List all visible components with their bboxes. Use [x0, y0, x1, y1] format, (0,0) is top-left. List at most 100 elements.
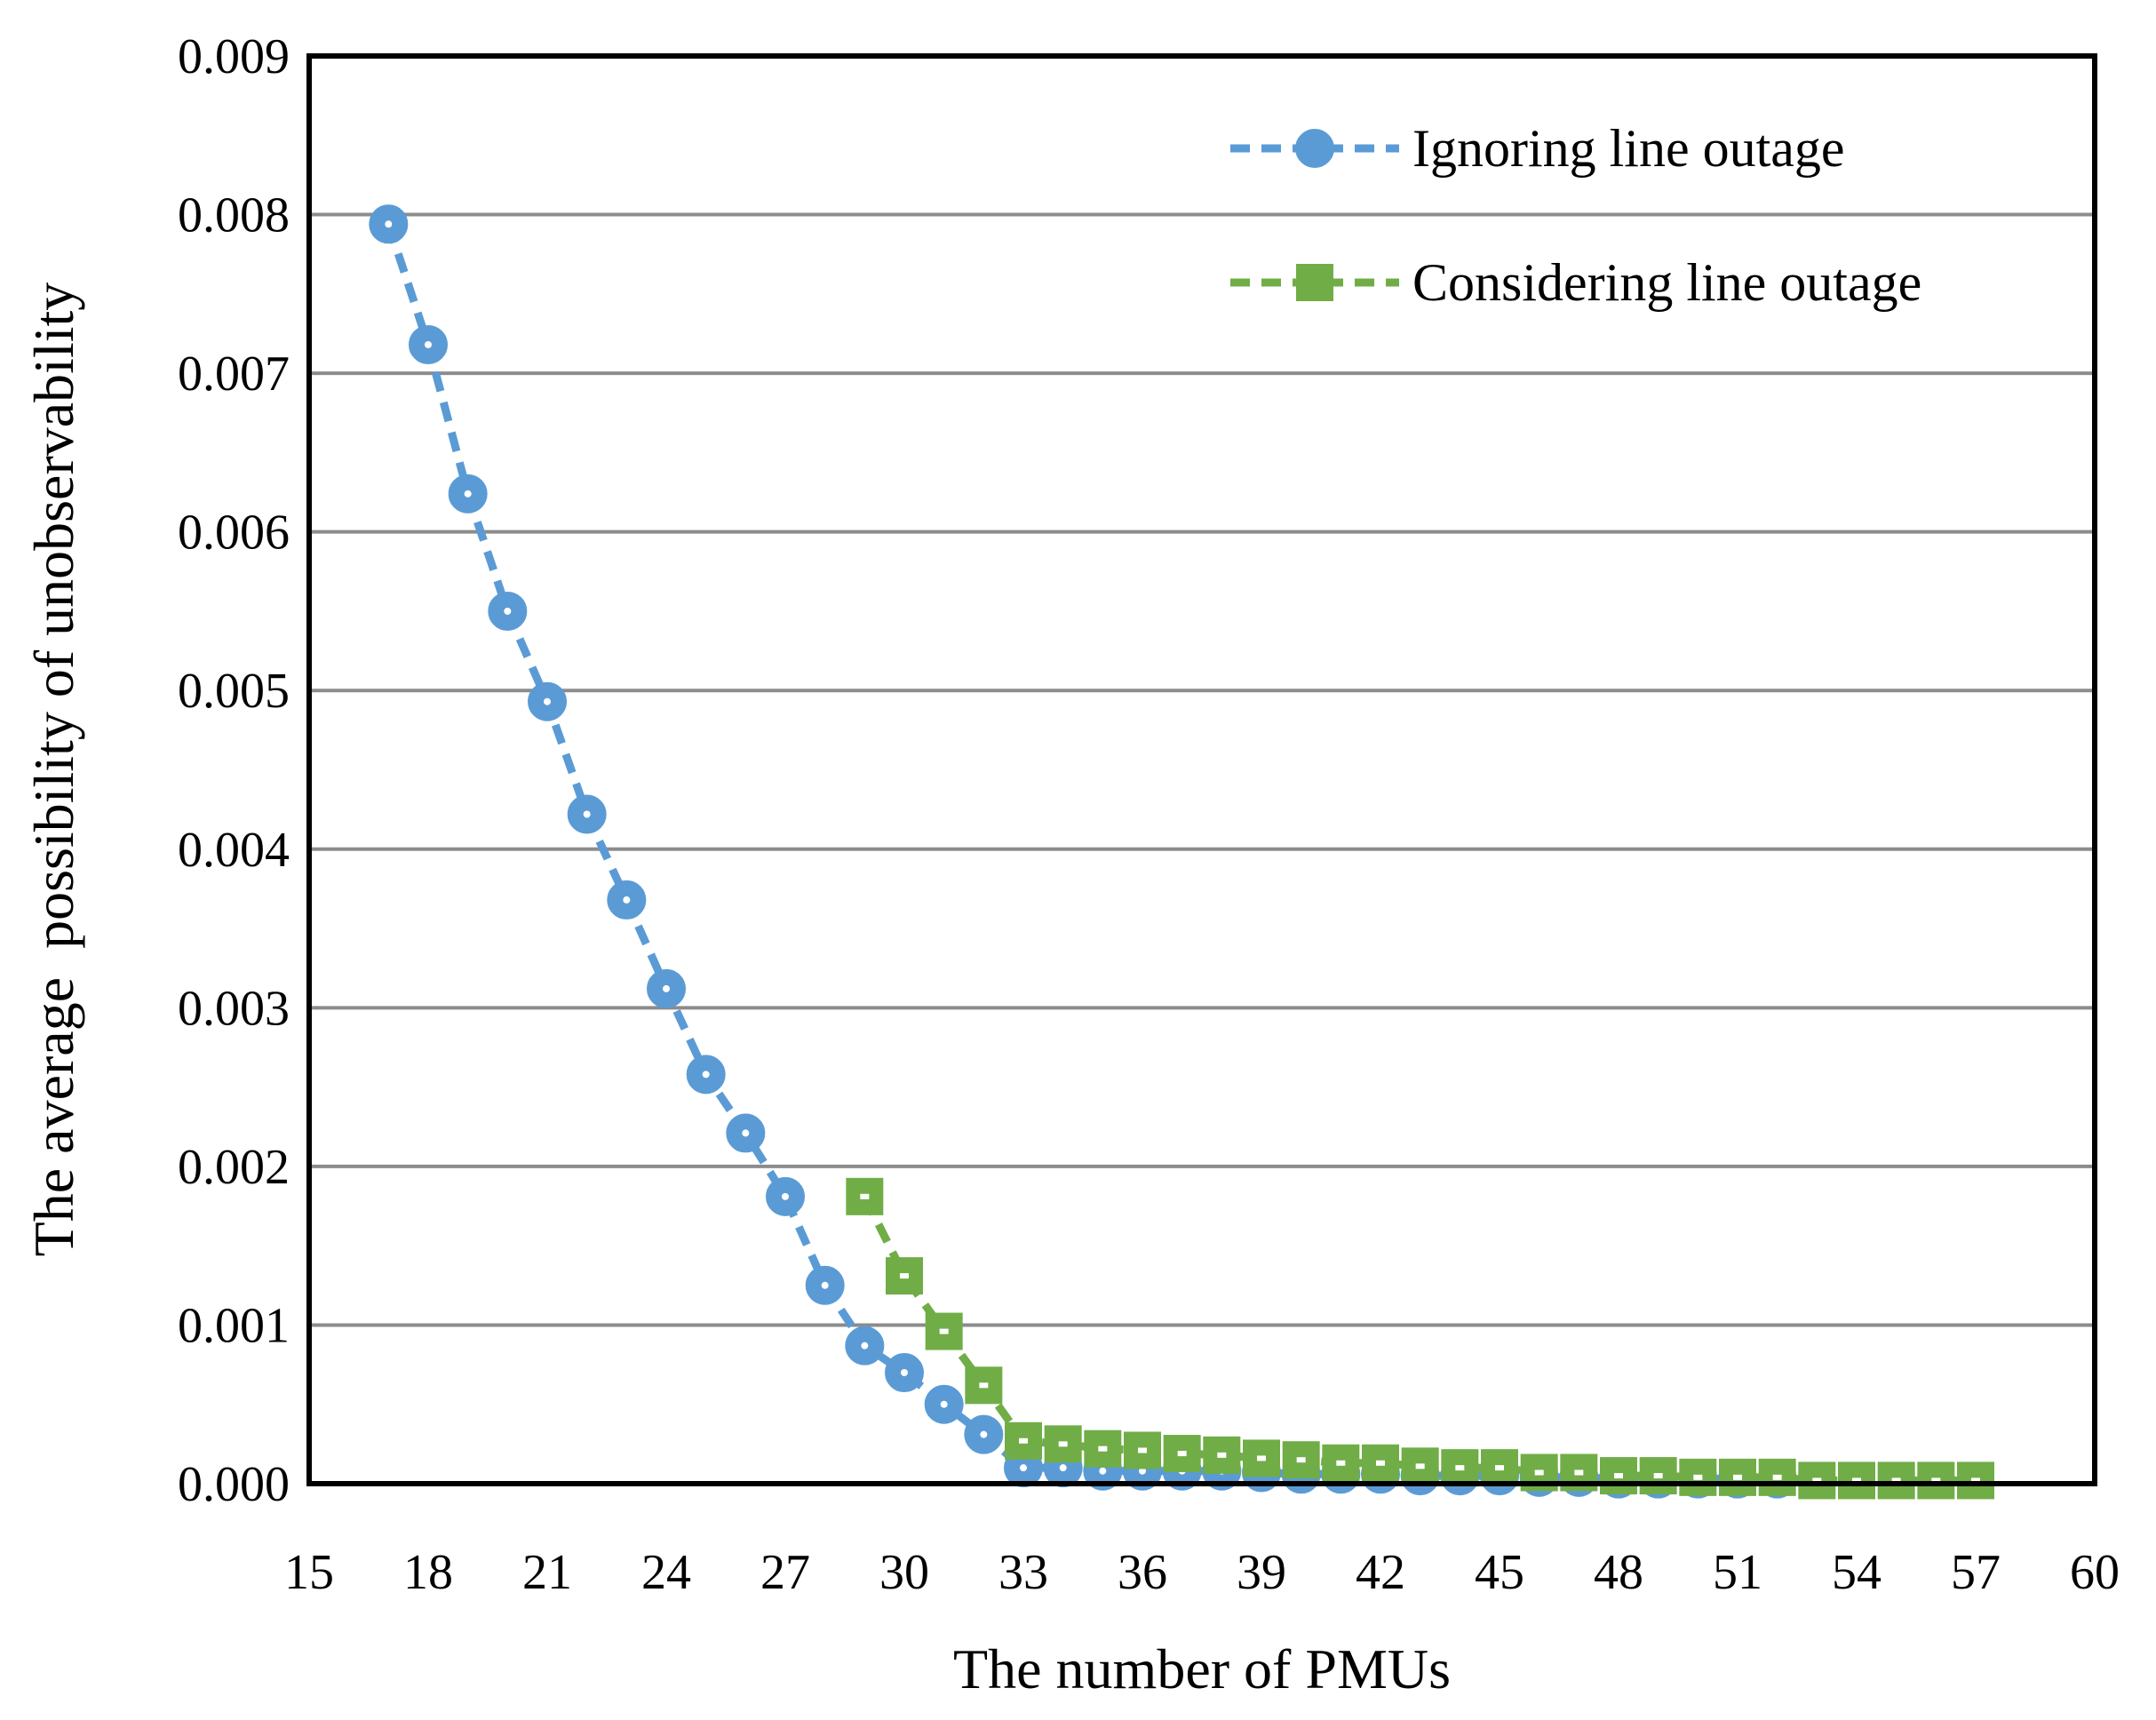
series-considering: [846, 1177, 1994, 1500]
data-point-highlight: [385, 220, 393, 228]
x-tick-label: 57: [1951, 1545, 2001, 1600]
data-point-highlight: [1376, 1460, 1385, 1466]
data-point-highlight: [980, 1430, 988, 1438]
data-point-highlight: [1217, 1452, 1227, 1458]
data-point-highlight: [1138, 1447, 1147, 1453]
data-point-highlight: [1139, 1467, 1146, 1475]
data-point-highlight: [901, 1369, 908, 1377]
legend-entry-considering: Considering line outage: [1230, 253, 1921, 312]
series-line: [385, 222, 1778, 1484]
data-point: [1362, 1444, 1399, 1482]
data-point: [1282, 1441, 1320, 1479]
x-tick-label: 21: [522, 1545, 572, 1600]
x-tick-label: 15: [284, 1545, 334, 1600]
y-tick-label: 0.001: [178, 1298, 290, 1353]
data-point: [925, 1312, 963, 1350]
data-point-highlight: [1257, 1455, 1266, 1461]
data-point-highlight: [940, 1400, 948, 1408]
data-point-highlight: [464, 490, 472, 498]
x-tick-label: 48: [1594, 1545, 1643, 1600]
data-point-highlight: [1812, 1477, 1822, 1484]
data-point: [1401, 1447, 1439, 1485]
data-point-highlight: [1019, 1437, 1028, 1444]
data-point-highlight: [860, 1193, 870, 1199]
data-point: [1163, 1435, 1201, 1473]
data-point-highlight: [1574, 1469, 1584, 1476]
x-tick-label: 24: [641, 1545, 691, 1600]
data-point-highlight: [821, 1281, 829, 1289]
data-point-highlight: [1415, 1463, 1425, 1469]
legend-marker-ignoring: [1295, 129, 1334, 168]
x-tick-label: 30: [879, 1545, 929, 1600]
series-ignoring: [369, 204, 1797, 1499]
data-point-highlight: [1336, 1460, 1346, 1466]
data-point-highlight: [1693, 1474, 1703, 1480]
x-tick-label: 60: [2070, 1545, 2120, 1600]
data-point-highlight: [1653, 1473, 1663, 1479]
data-point-highlight: [1971, 1477, 1980, 1484]
x-tick-label: 54: [1832, 1545, 1882, 1600]
data-point-highlight: [425, 340, 432, 348]
data-point-highlight: [1891, 1477, 1901, 1484]
y-tick-label: 0.008: [178, 188, 290, 243]
data-point-highlight: [782, 1192, 789, 1200]
data-point-highlight: [1058, 1441, 1068, 1447]
y-axis-title: The average possibility of unobservabili…: [22, 283, 85, 1257]
x-tick-label: 18: [403, 1545, 453, 1600]
legend-label-considering: Considering line outage: [1412, 253, 1921, 312]
x-tick-label: 51: [1713, 1545, 1762, 1600]
data-point-highlight: [1931, 1477, 1941, 1484]
x-tick-label: 39: [1237, 1545, 1286, 1600]
series-layer: [369, 204, 1994, 1500]
legend: Ignoring line outage Considering line ou…: [1230, 119, 1921, 312]
gridlines: [309, 212, 2095, 1327]
legend-entry-ignoring: Ignoring line outage: [1230, 119, 1845, 178]
x-tick-label: 42: [1356, 1545, 1405, 1600]
plot-area-border: [306, 53, 2097, 1486]
data-point-highlight: [939, 1328, 949, 1334]
data-point-highlight: [1099, 1467, 1107, 1475]
data-point-highlight: [623, 896, 631, 904]
x-axis-ticks: 15 18 21 24 27 30 33 36 39 42 45 48 51 54 57 60: [284, 1545, 2120, 1600]
data-point: [1005, 1421, 1042, 1460]
x-tick-label: 45: [1475, 1545, 1524, 1600]
data-point-highlight: [1020, 1464, 1027, 1472]
y-tick-label: 0.006: [178, 506, 290, 561]
y-tick-label: 0.007: [178, 346, 290, 402]
data-point-highlight: [861, 1342, 869, 1350]
x-axis-title: The number of PMUs: [953, 1637, 1451, 1700]
data-point-highlight: [504, 607, 512, 615]
y-axis-ticks: 0.000 0.001 0.002 0.003 0.004 0.005 0.006 0.007…: [178, 29, 290, 1512]
y-tick-label: 0.000: [178, 1457, 290, 1512]
data-point-highlight: [1495, 1465, 1504, 1471]
data-point: [1481, 1449, 1518, 1487]
y-tick-label: 0.004: [178, 823, 290, 878]
data-point-highlight: [1772, 1474, 1782, 1480]
y-tick-label: 0.003: [178, 981, 290, 1036]
legend-label-ignoring: Ignoring line outage: [1412, 119, 1845, 178]
x-tick-label: 33: [998, 1545, 1048, 1600]
data-point-highlight: [1177, 1451, 1187, 1457]
data-point-highlight: [742, 1129, 750, 1137]
data-point-highlight: [1614, 1473, 1623, 1479]
data-point-highlight: [1059, 1464, 1067, 1472]
data-point-highlight: [663, 984, 670, 992]
data-point-highlight: [702, 1071, 710, 1079]
data-point-highlight: [1733, 1474, 1742, 1480]
y-tick-label: 0.009: [178, 29, 290, 84]
x-tick-label: 27: [760, 1545, 810, 1600]
data-point-highlight: [1296, 1457, 1306, 1463]
y-tick-label: 0.002: [178, 1140, 290, 1195]
y-tick-label: 0.005: [178, 664, 290, 719]
x-tick-label: 36: [1118, 1545, 1167, 1600]
data-point-highlight: [583, 810, 591, 818]
data-point-highlight: [544, 697, 551, 705]
data-point-highlight: [1534, 1469, 1544, 1476]
data-point-highlight: [1852, 1477, 1861, 1484]
data-point-highlight: [979, 1382, 989, 1389]
data-point-highlight: [1455, 1465, 1465, 1471]
data-point-highlight: [1098, 1445, 1108, 1452]
data-point-highlight: [900, 1273, 909, 1279]
